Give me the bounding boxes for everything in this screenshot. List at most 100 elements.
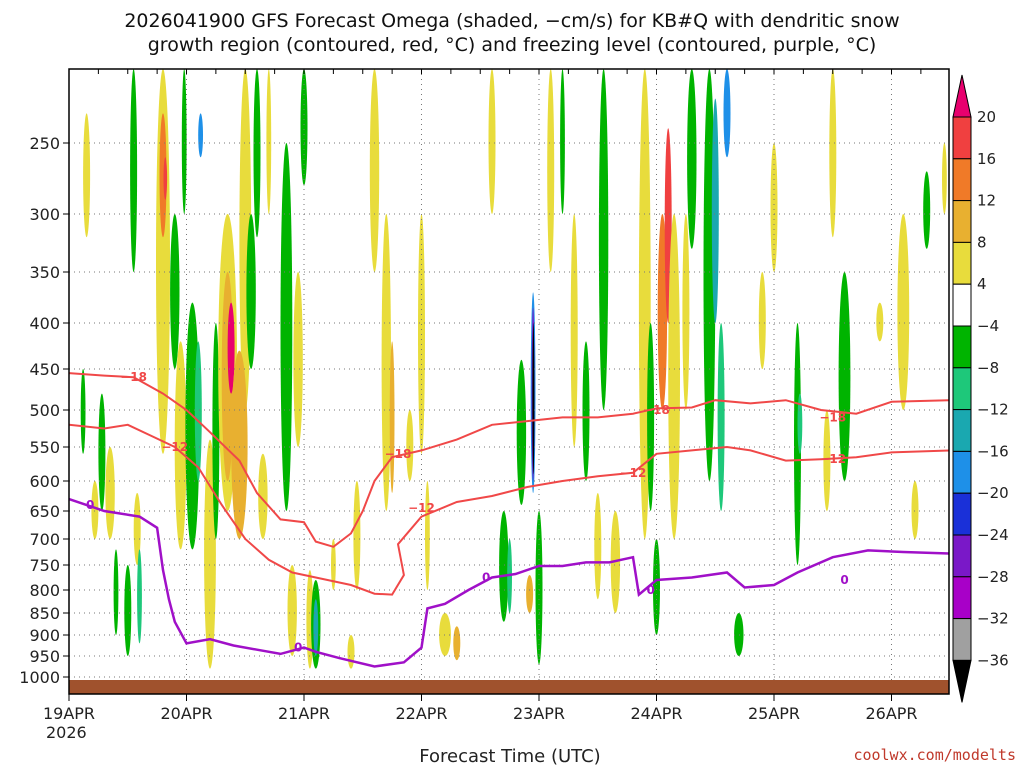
colorbar-label: 12 (977, 192, 996, 210)
omega-shade-cell (647, 323, 655, 511)
terrain-ground-bar (69, 680, 949, 694)
y-tick-label: 800 (29, 581, 60, 600)
colorbar-label: −12 (977, 401, 1009, 419)
x-tick-label: 25APR (748, 704, 800, 723)
y-axis-ticks: 250 300 350 400 450 500 550 600 650 700 750 800 850 9… (19, 134, 69, 687)
omega-shade-cell (717, 323, 725, 511)
dgz-contour-label: −18 (819, 410, 846, 424)
omega-shade-cell (560, 69, 565, 214)
omega-shade-cell (526, 575, 534, 613)
omega-shade-cell (425, 481, 430, 590)
omega-shade-cell (137, 549, 142, 644)
colorbar-swatch (952, 534, 972, 578)
omega-shade-cell (838, 272, 851, 481)
omega-shade-cell (389, 341, 395, 494)
omega-shade-cell (313, 599, 319, 656)
omega-shade-cell (657, 214, 668, 410)
omega-shade-cell (488, 69, 496, 214)
omega-shade-cell (897, 214, 910, 410)
dgz-contour-label: −18 (643, 403, 670, 417)
y-tick-label: 350 (29, 263, 60, 282)
colorbar-swatch (952, 576, 972, 620)
omega-shade-cell (369, 69, 380, 272)
colorbar-label: −36 (977, 651, 1009, 669)
omega-shade-cell (113, 549, 119, 635)
omega-shade-cell (687, 69, 697, 249)
omega-shade-cell (418, 214, 425, 454)
omega-shade-cell (547, 69, 555, 272)
colorbar-swatch (952, 283, 972, 327)
omega-shade-cell (797, 393, 803, 454)
dgz-contour-minus18 (69, 372, 949, 548)
colorbar-label: −28 (977, 568, 1009, 586)
x-tick-label: 22APR (395, 704, 447, 723)
omega-shade-cell (287, 565, 297, 656)
omega-shade-cell (174, 341, 187, 550)
plot-area: −18 −12 −18 −12 −18 −12 −18 −12 0 0 0 0 0 (69, 69, 949, 694)
omega-shade-cell (227, 302, 235, 394)
colorbar-label: 4 (977, 275, 987, 293)
omega-shade-cell (829, 69, 837, 238)
colorbar-label: −16 (977, 442, 1009, 460)
y-tick-label: 600 (29, 472, 60, 491)
chart-title-line1: 2026041900 GFS Forecast Omega (shaded, −… (124, 10, 899, 32)
omega-shade-cell (293, 272, 303, 447)
omega-shade-cell (194, 341, 202, 482)
omega-shade-cell (598, 69, 609, 410)
colorbar-swatch (952, 116, 972, 160)
omega-shade-cell (911, 481, 919, 539)
colorbar-label: −4 (977, 317, 999, 335)
colorbar-swatch (952, 158, 972, 202)
contours: −18 −12 −18 −12 −18 −12 −18 −12 0 0 0 0 0 (69, 370, 949, 668)
x-tick-label: 21APR (278, 704, 330, 723)
omega-shade-cell (91, 481, 99, 539)
omega-shade-cell (253, 69, 261, 238)
omega-shade-cell (535, 511, 543, 665)
x-axis-year-label: 2026 (46, 723, 87, 742)
omega-shade-cell (280, 143, 293, 511)
colorbar-label: −8 (977, 359, 999, 377)
omega-shade-cell (124, 565, 132, 656)
omega-shade-cell (923, 171, 931, 249)
colorbar-label: 8 (977, 233, 987, 251)
plot-frame (68, 68, 950, 695)
omega-shade-cell (246, 214, 256, 369)
omega-shade-cell (353, 481, 361, 590)
dgz-contour-label: −12 (620, 466, 647, 480)
colorbar-legend: 20 16 12 8 4 −4 −8 −12 −16 −20 −24 −28 −32 −36 (952, 74, 1009, 703)
omega-shade-cell (823, 410, 831, 511)
dgz-contour-minus12 (69, 423, 949, 596)
credit-text: coolwx.com/modelts (853, 746, 1016, 764)
y-tick-label: 900 (29, 626, 60, 645)
omega-shade-cell (570, 214, 578, 447)
omega-shade-cell (80, 369, 86, 454)
omega-shade-cell (439, 613, 451, 656)
y-tick-label: 300 (29, 205, 60, 224)
x-tick-label: 20APR (160, 704, 212, 723)
omega-shade-cell (516, 359, 527, 505)
omega-shade-cell (711, 98, 719, 323)
omega-shade-cell (170, 214, 180, 369)
omega-shade-cell (258, 453, 268, 539)
freezing-level-label: 0 (86, 498, 94, 512)
colorbar-label: 20 (977, 108, 996, 126)
colorbar-top-arrow (952, 74, 972, 118)
y-tick-label: 450 (29, 360, 60, 379)
omega-shade-cell (381, 214, 391, 511)
y-tick-label: 700 (29, 530, 60, 549)
omega-shade-cell (204, 439, 216, 669)
x-tick-label: 24APR (630, 704, 682, 723)
omega-shade-cell (682, 214, 690, 410)
colorbar-swatch (952, 367, 972, 411)
omega-shade-cell (266, 69, 272, 214)
colorbar-label: −20 (977, 484, 1009, 502)
colorbar-label: 16 (977, 150, 996, 168)
y-tick-label: 650 (29, 502, 60, 521)
omega-shade-cell (499, 511, 509, 622)
omega-shade-cell (83, 113, 91, 238)
omega-shade-cell (231, 350, 248, 539)
omega-shade-cell (582, 341, 590, 482)
colorbar-bottom-arrow (952, 659, 972, 703)
y-tick-label: 850 (29, 604, 60, 623)
omega-shade-cell (734, 613, 744, 656)
